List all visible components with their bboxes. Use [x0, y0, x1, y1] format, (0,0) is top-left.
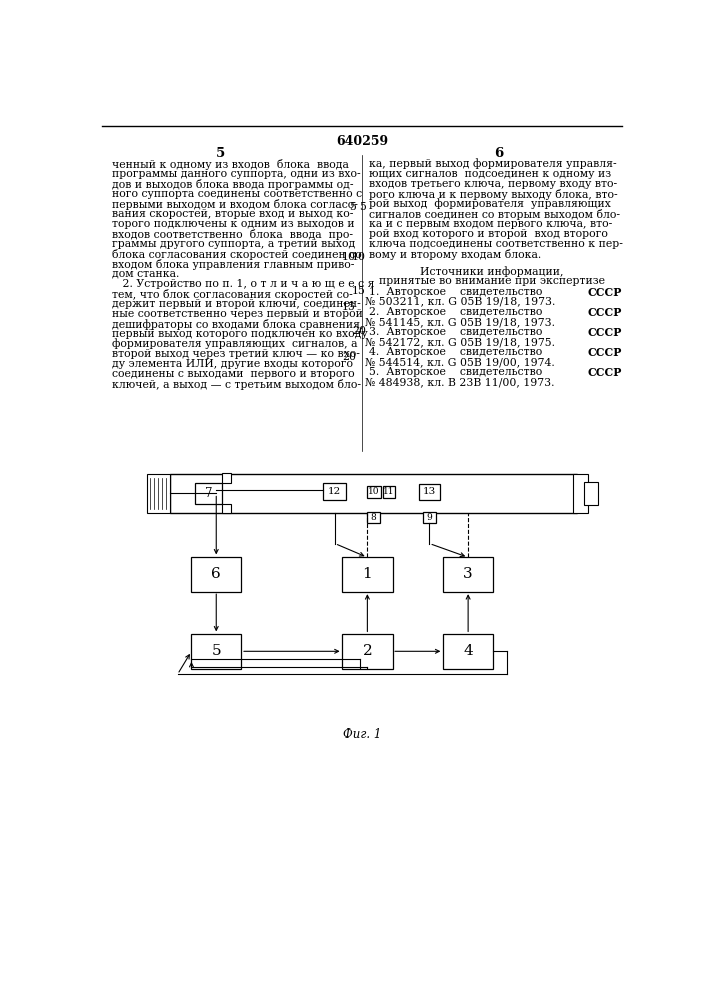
Text: Фиг. 1: Фиг. 1 — [343, 728, 381, 741]
Text: 4.  Авторское    свидетельство: 4. Авторское свидетельство — [369, 347, 542, 357]
Text: входом блока управления главным приво-: входом блока управления главным приво- — [112, 259, 354, 270]
Bar — [573, 474, 588, 513]
Text: 6: 6 — [211, 567, 221, 581]
Bar — [191, 634, 241, 669]
Text: № 484938, кл. В 23В 11/00, 1973.: № 484938, кл. В 23В 11/00, 1973. — [365, 377, 554, 387]
Text: 7: 7 — [205, 487, 212, 500]
Text: 10: 10 — [352, 252, 366, 262]
Text: формирователя управляющих  сигналов, а: формирователя управляющих сигналов, а — [112, 339, 357, 349]
Bar — [222, 473, 231, 483]
Text: 11: 11 — [383, 487, 395, 496]
Text: СССР: СССР — [588, 327, 621, 338]
Text: ка и с первым входом первого ключа, вто-: ка и с первым входом первого ключа, вто- — [369, 219, 612, 229]
Text: 5: 5 — [211, 644, 221, 658]
Text: 4: 4 — [463, 644, 473, 658]
Text: ющих сигналов  подсоединен к одному из: ющих сигналов подсоединен к одному из — [369, 169, 611, 179]
Bar — [368, 512, 380, 523]
Text: 10: 10 — [341, 252, 356, 262]
Text: ного суппорта соединены соответственно с: ного суппорта соединены соответственно с — [112, 189, 362, 199]
Text: СССР: СССР — [588, 287, 621, 298]
Text: 15: 15 — [352, 286, 366, 296]
Text: первый выход которого подключен ко входу: первый выход которого подключен ко входу — [112, 329, 368, 339]
Bar — [323, 483, 346, 500]
Text: ка, первый выход формирователя управля-: ка, первый выход формирователя управля- — [369, 158, 617, 169]
Text: тем, что блок согласования скоростей со-: тем, что блок согласования скоростей со- — [112, 289, 352, 300]
Bar — [443, 557, 493, 592]
Bar — [583, 482, 597, 505]
Text: вому и второму входам блока.: вому и второму входам блока. — [369, 249, 541, 260]
Bar — [195, 483, 222, 504]
Bar — [342, 557, 392, 592]
Text: дом станка.: дом станка. — [112, 269, 179, 279]
Text: сигналов соединен со вторым выходом бло-: сигналов соединен со вторым выходом бло- — [369, 209, 620, 220]
Bar — [419, 484, 440, 500]
Text: 20: 20 — [352, 326, 366, 336]
Text: рой вход которого и второй  вход второго: рой вход которого и второй вход второго — [369, 229, 608, 239]
Text: дешифраторы со входами блока сравнения,: дешифраторы со входами блока сравнения, — [112, 319, 363, 330]
Text: ключа подсоединены соответственно к пер-: ключа подсоединены соответственно к пер- — [369, 239, 623, 249]
Text: № 503211, кл. G 05В 19/18, 1973.: № 503211, кл. G 05В 19/18, 1973. — [365, 297, 556, 307]
Text: 12: 12 — [328, 487, 341, 496]
Text: СССР: СССР — [588, 307, 621, 318]
Text: входов третьего ключа, первому входу вто-: входов третьего ключа, первому входу вто… — [369, 179, 617, 189]
Text: 13: 13 — [423, 487, 436, 496]
Text: 2.  Авторское    свидетельство: 2. Авторское свидетельство — [369, 307, 542, 317]
Bar — [342, 634, 392, 669]
Text: принятые во внимание при экспертизе: принятые во внимание при экспертизе — [379, 276, 605, 286]
Text: рого ключа и к первому выходу блока, вто-: рого ключа и к первому выходу блока, вто… — [369, 189, 617, 200]
Bar — [367, 486, 380, 498]
Bar — [423, 512, 436, 523]
Text: СССР: СССР — [588, 347, 621, 358]
Text: держит первый и второй ключи, соединен-: держит первый и второй ключи, соединен- — [112, 299, 361, 309]
Bar — [383, 486, 395, 498]
Text: ключей, а выход — с третьим выходом бло-: ключей, а выход — с третьим выходом бло- — [112, 379, 361, 390]
Text: торого подключены к одним из выходов и: торого подключены к одним из выходов и — [112, 219, 354, 229]
Text: № 542172, кл. G 05В 19/18, 1975.: № 542172, кл. G 05В 19/18, 1975. — [365, 337, 555, 347]
Text: Источники информации,: Источники информации, — [421, 266, 564, 277]
Text: 5.  Авторское    свидетельство: 5. Авторское свидетельство — [369, 367, 542, 377]
Text: второй выход через третий ключ — ко вхо-: второй выход через третий ключ — ко вхо- — [112, 349, 359, 359]
Text: блока согласования скоростей соединен со: блока согласования скоростей соединен со — [112, 249, 361, 260]
Text: граммы другого суппорта, а третий выход: граммы другого суппорта, а третий выход — [112, 239, 355, 249]
Text: вания скоростей, вторые вход и выход ко-: вания скоростей, вторые вход и выход ко- — [112, 209, 353, 219]
Text: 1: 1 — [363, 567, 373, 581]
Bar — [222, 504, 231, 513]
Bar — [170, 474, 577, 513]
Text: 3: 3 — [463, 567, 473, 581]
Text: 15: 15 — [342, 302, 356, 312]
Bar — [191, 557, 241, 592]
Text: ченный к одному из входов  блока  ввода: ченный к одному из входов блока ввода — [112, 158, 349, 169]
Text: соединены с выходами  первого и второго: соединены с выходами первого и второго — [112, 369, 354, 379]
Text: 2: 2 — [363, 644, 373, 658]
Text: 2. Устройство по п. 1, о т л и ч а ю щ е е с я: 2. Устройство по п. 1, о т л и ч а ю щ е… — [112, 279, 374, 289]
Bar — [443, 634, 493, 669]
Text: 1.  Авторское    свидетельство: 1. Авторское свидетельство — [369, 287, 542, 297]
Text: 5: 5 — [216, 147, 225, 160]
Text: 640259: 640259 — [336, 135, 388, 148]
Text: 8: 8 — [370, 513, 376, 522]
Text: 10: 10 — [368, 487, 380, 496]
Text: СССР: СССР — [588, 367, 621, 378]
Text: № 541145, кл. G 05В 19/18, 1973.: № 541145, кл. G 05В 19/18, 1973. — [365, 317, 555, 327]
Text: 3.  Авторское    свидетельство: 3. Авторское свидетельство — [369, 327, 542, 337]
Bar — [146, 474, 170, 513]
Text: рой выход  формирователя  управляющих: рой выход формирователя управляющих — [369, 199, 611, 209]
Text: ду элемента ИЛИ, другие входы которого: ду элемента ИЛИ, другие входы которого — [112, 359, 353, 369]
Text: входов соответственно  блока  ввода  про-: входов соответственно блока ввода про- — [112, 229, 353, 240]
Text: 20: 20 — [341, 352, 356, 362]
Text: 5: 5 — [359, 202, 366, 212]
Text: 5: 5 — [349, 202, 356, 212]
Text: дов и выходов блока ввода программы од-: дов и выходов блока ввода программы од- — [112, 179, 353, 190]
Text: № 544514, кл. G 05В 19/00, 1974.: № 544514, кл. G 05В 19/00, 1974. — [365, 357, 555, 367]
Text: 9: 9 — [426, 513, 432, 522]
Text: 6: 6 — [494, 147, 504, 160]
Text: программы данного суппорта, одни из вхо-: программы данного суппорта, одни из вхо- — [112, 169, 361, 179]
Text: ные соответственно через первый и второй: ные соответственно через первый и второй — [112, 309, 363, 319]
Text: первыми выходом и входом блока согласо-: первыми выходом и входом блока согласо- — [112, 199, 358, 210]
